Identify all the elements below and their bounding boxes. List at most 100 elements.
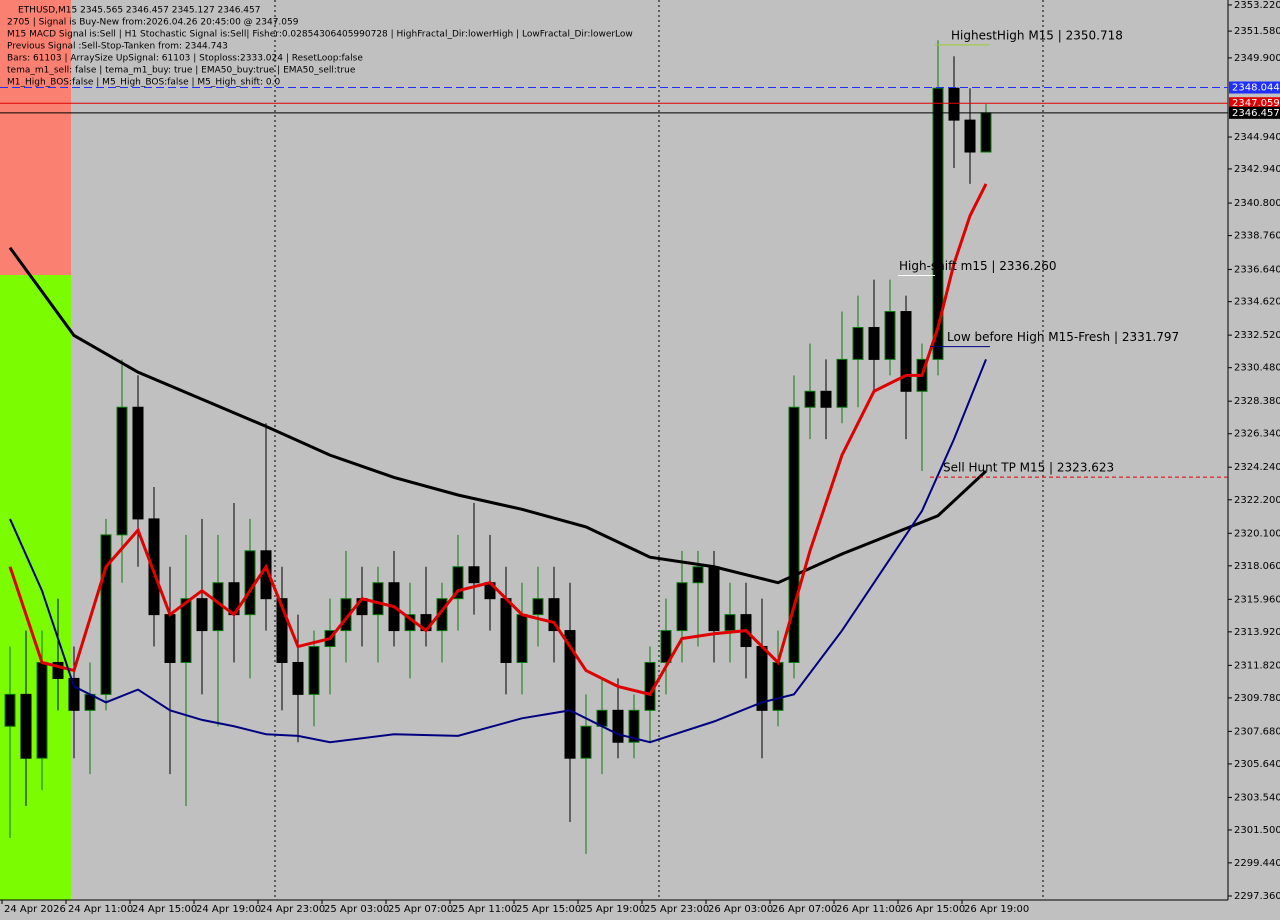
y-tick-label: 2320.100 xyxy=(1234,528,1280,539)
y-tick-label: 2307.680 xyxy=(1234,726,1280,737)
y-tick-label: 2349.900 xyxy=(1234,53,1280,64)
y-tick-label: 2301.500 xyxy=(1234,825,1280,836)
candle-body xyxy=(964,119,976,153)
candle-body xyxy=(532,598,544,616)
candle-body xyxy=(180,598,192,663)
y-tick-label: 2336.640 xyxy=(1234,264,1280,275)
candle-body xyxy=(788,406,800,663)
candle-body xyxy=(580,725,592,759)
y-tick-label: 2313.920 xyxy=(1234,627,1280,638)
info-text: Previous Signal :Sell-Stop-Tanken from: … xyxy=(7,42,228,52)
candle-body xyxy=(548,598,560,632)
candle-body xyxy=(36,661,48,759)
candle-body xyxy=(772,661,784,711)
x-tick-label: 24 Apr 15:00 xyxy=(132,904,197,915)
y-tick-label: 2328.380 xyxy=(1234,396,1280,407)
candle-body xyxy=(100,534,112,695)
candle-body xyxy=(372,582,384,616)
candle-body xyxy=(852,326,864,360)
info-text: 2705 | Signal is Buy-New from:2026.04.26… xyxy=(7,18,299,28)
y-tick-label: 2340.800 xyxy=(1234,198,1280,209)
candle-body xyxy=(132,406,144,520)
candle-body xyxy=(164,614,176,663)
x-tick-label: 26 Apr 15:00 xyxy=(900,904,965,915)
y-tick-label: 2309.780 xyxy=(1234,693,1280,704)
y-tick-label: 2324.240 xyxy=(1234,462,1280,473)
y-tick-label: 2334.620 xyxy=(1234,297,1280,308)
x-tick-label: 25 Apr 19:00 xyxy=(580,904,645,915)
x-tick-label: 24 Apr 11:00 xyxy=(68,904,133,915)
x-tick-label: 26 Apr 03:00 xyxy=(708,904,773,915)
info-text: Bars: 61103 | ArraySize UpSignal: 61103 … xyxy=(7,54,363,64)
level-label: Low before High M15-Fresh | 2331.797 xyxy=(947,330,1179,344)
candle-body xyxy=(980,112,992,153)
candle-body xyxy=(628,709,640,743)
candle-body xyxy=(452,566,464,600)
candle-body xyxy=(724,614,736,632)
candle-body xyxy=(612,709,624,743)
sell-zone xyxy=(0,0,71,275)
y-tick-label: 2344.940 xyxy=(1234,132,1280,143)
y-tick-label: 2322.200 xyxy=(1234,495,1280,506)
price-tag-bg xyxy=(1229,106,1280,119)
y-tick-label: 2326.340 xyxy=(1234,429,1280,440)
y-tick-label: 2332.520 xyxy=(1234,330,1280,341)
y-tick-label: 2353.220 xyxy=(1234,0,1280,11)
y-tick-label: 2299.440 xyxy=(1234,858,1280,869)
y-tick-label: 2297.360 xyxy=(1234,891,1280,902)
info-text: M1_High_BOS:false | M5_High_BOS:false | … xyxy=(7,78,280,88)
price-tag: 2346.457 xyxy=(1232,108,1280,119)
candle-body xyxy=(804,390,816,408)
candle-body xyxy=(244,550,256,616)
candle-body xyxy=(884,311,896,360)
y-tick-label: 2338.760 xyxy=(1234,231,1280,242)
price-tag-bg xyxy=(1229,81,1280,94)
x-tick-label: 25 Apr 03:00 xyxy=(324,904,389,915)
price-tag-bg xyxy=(1229,97,1280,110)
y-tick-label: 2311.820 xyxy=(1234,660,1280,671)
candle-body xyxy=(708,566,720,632)
candle-body xyxy=(20,693,32,759)
candle-body xyxy=(308,646,320,695)
buy-zone xyxy=(0,275,71,900)
y-tick-label: 2305.640 xyxy=(1234,759,1280,770)
x-tick-label: 25 Apr 11:00 xyxy=(452,904,517,915)
indicator-line xyxy=(8,246,988,585)
indicator-line xyxy=(8,183,988,697)
info-text: tema_m1_sell: false | tema_m1_buy: true … xyxy=(7,66,356,76)
candle-body xyxy=(676,582,688,632)
y-tick-label: 2330.480 xyxy=(1234,363,1280,374)
x-tick-label: 24 Apr 23:00 xyxy=(260,904,325,915)
info-text: M15 MACD Signal is:Sell | H1 Stochastic … xyxy=(7,30,633,40)
candle-body xyxy=(900,311,912,392)
candle-body xyxy=(4,693,16,727)
price-tag: 2347.059 xyxy=(1232,98,1280,109)
level-label: Sell Hunt TP M15 | 2323.623 xyxy=(943,461,1114,475)
x-tick-label: 24 Apr 19:00 xyxy=(196,904,261,915)
candle-body xyxy=(948,87,960,121)
y-tick-label: 2318.060 xyxy=(1234,561,1280,572)
candle-body xyxy=(196,598,208,632)
y-tick-label: 2351.580 xyxy=(1234,26,1280,37)
candle-body xyxy=(516,614,528,663)
candle-body xyxy=(468,566,480,584)
x-tick-label: 26 Apr 19:00 xyxy=(964,904,1029,915)
candle-body xyxy=(660,630,672,663)
candle-body xyxy=(820,390,832,408)
y-tick-label: 2342.940 xyxy=(1234,164,1280,175)
x-tick-label: 24 Apr 2026 xyxy=(4,904,66,915)
x-tick-label: 26 Apr 11:00 xyxy=(836,904,901,915)
candle-body xyxy=(116,406,128,536)
info-text: ETHUSD,M15 2345.565 2346.457 2345.127 23… xyxy=(18,6,260,16)
candle-body xyxy=(500,598,512,663)
x-tick-label: 25 Apr 15:00 xyxy=(516,904,581,915)
x-tick-label: 25 Apr 07:00 xyxy=(388,904,453,915)
level-label: HighestHigh M15 | 2350.718 xyxy=(951,28,1123,42)
candle-body xyxy=(564,630,576,759)
candle-body xyxy=(836,358,848,408)
candle-body xyxy=(52,661,64,679)
candle-body xyxy=(868,326,880,360)
y-tick-label: 2303.540 xyxy=(1234,792,1280,803)
